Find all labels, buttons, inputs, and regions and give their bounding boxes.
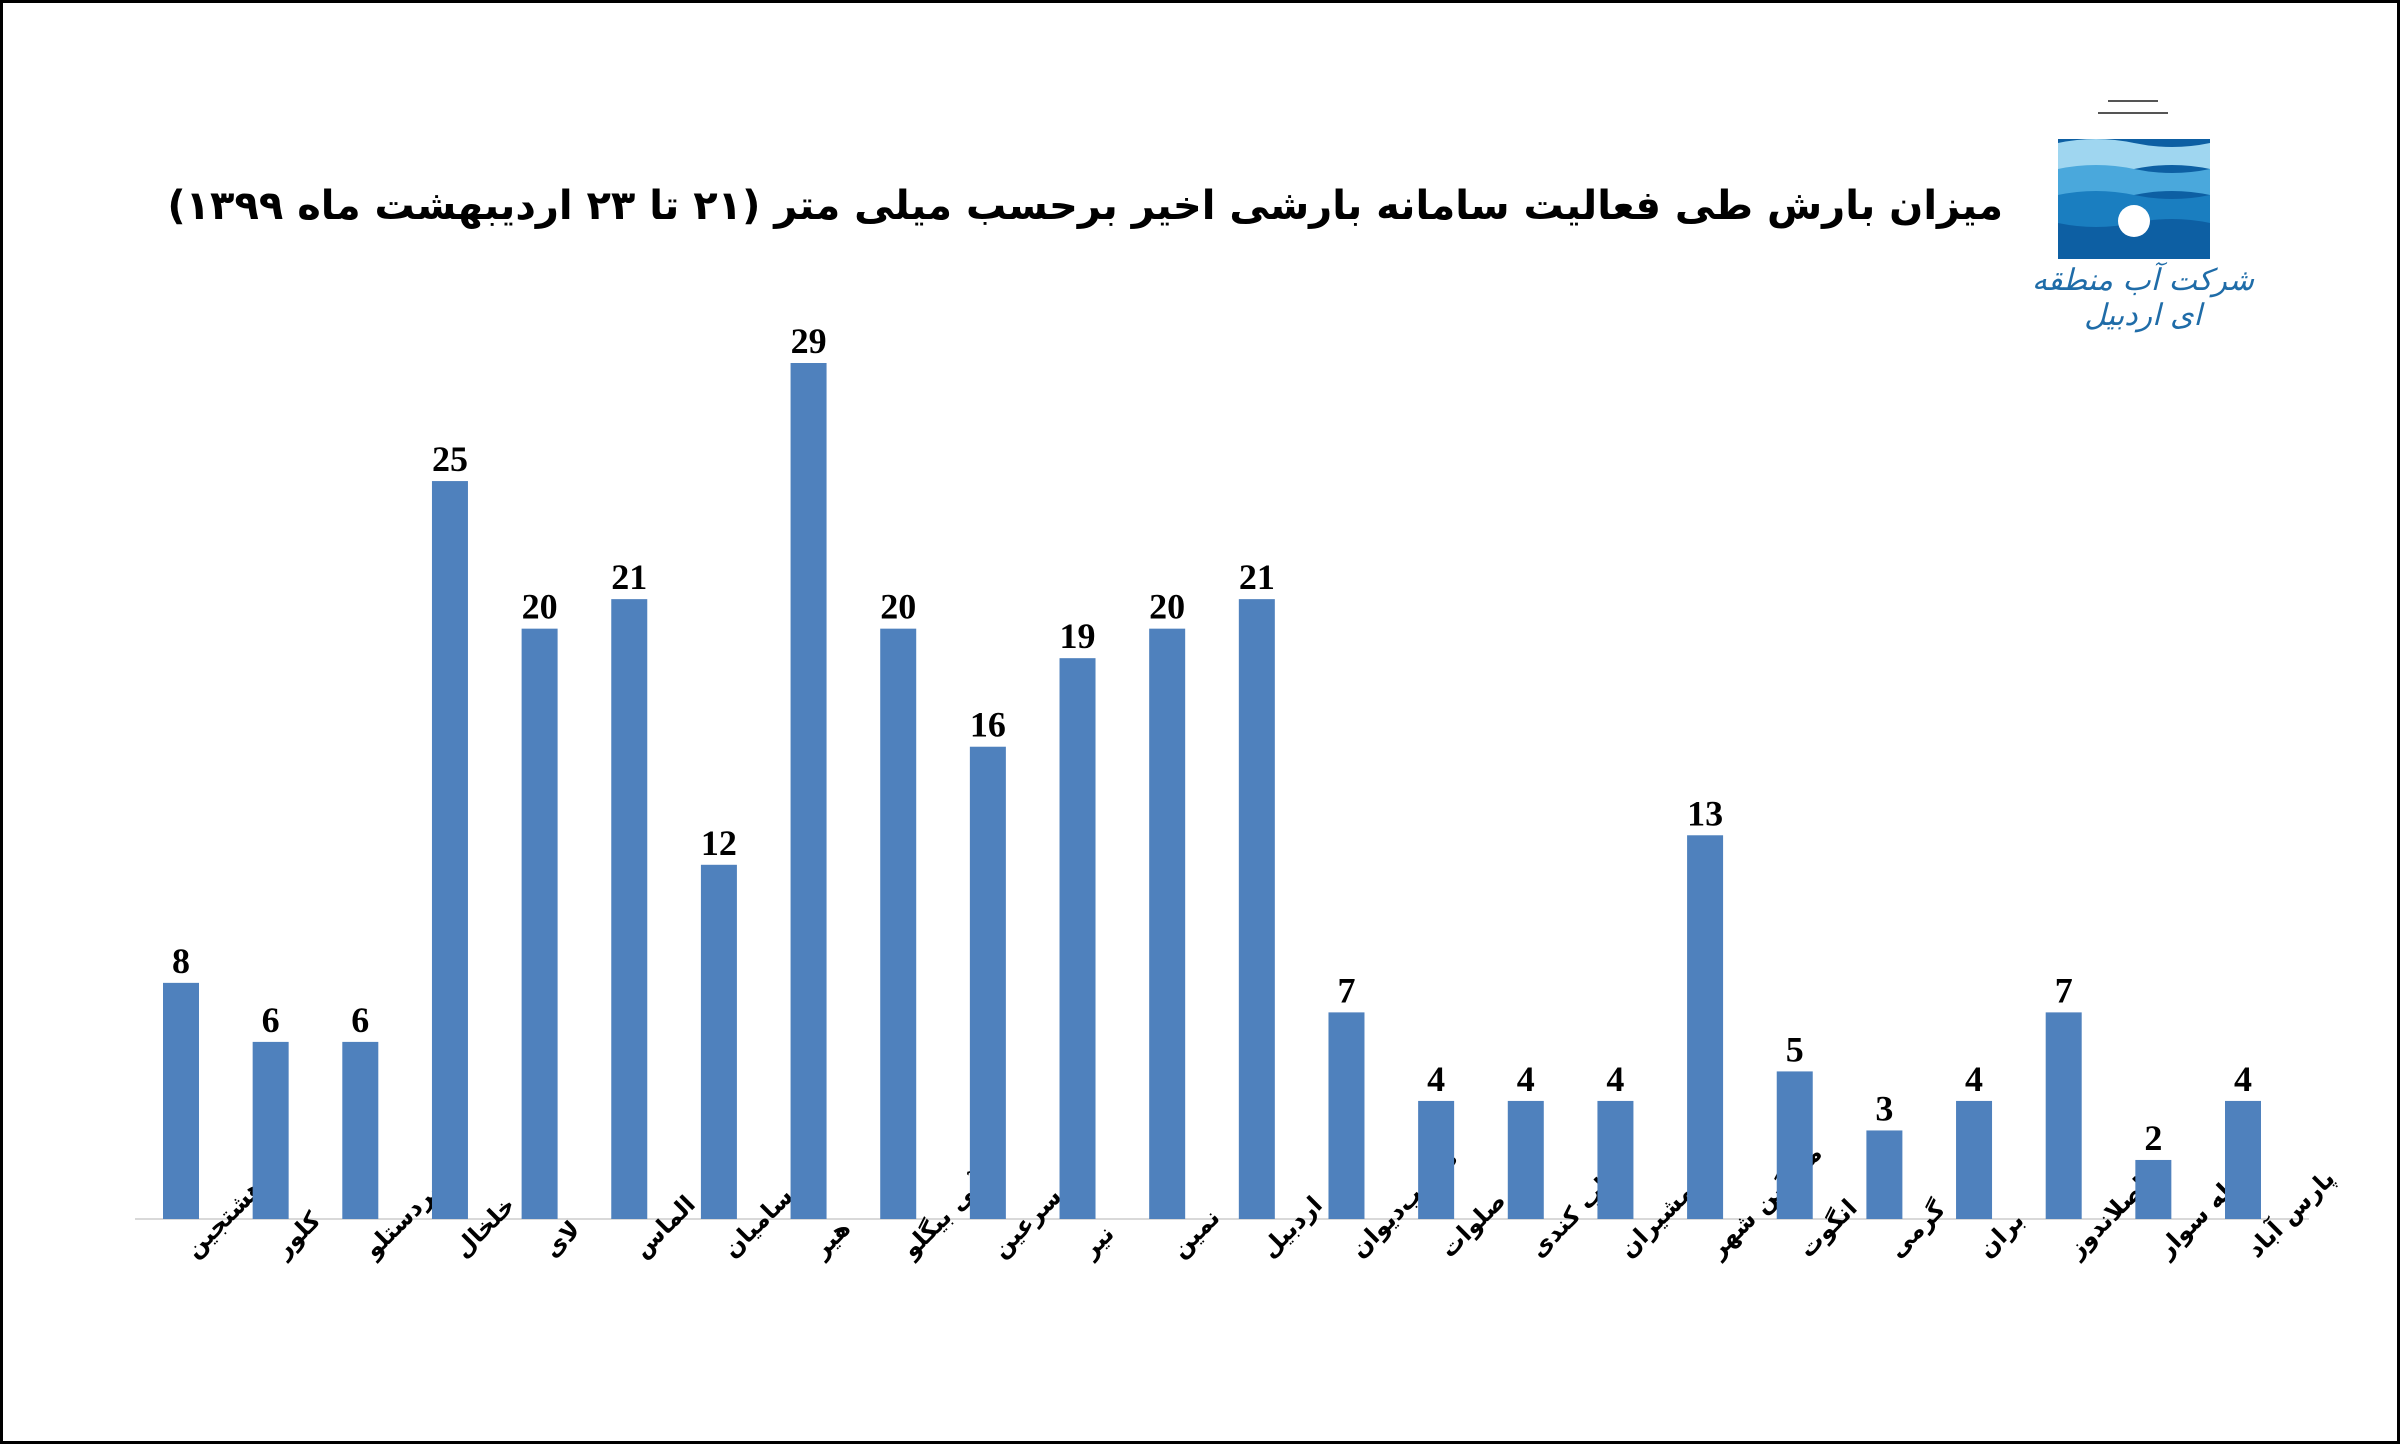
bar	[1418, 1100, 1455, 1219]
logo-wave-1	[2058, 139, 2210, 173]
bar	[431, 481, 468, 1219]
data-label: 16	[970, 705, 1006, 745]
data-label: 4	[2234, 1059, 2252, 1099]
logo-mark	[2058, 100, 2210, 259]
data-label: 7	[2055, 970, 2073, 1010]
data-label: 2	[2144, 1118, 2162, 1158]
bar	[611, 599, 648, 1219]
data-label: 19	[1060, 616, 1096, 656]
data-label: 6	[262, 1000, 280, 1040]
data-label: 21	[611, 557, 647, 597]
bar	[342, 1041, 379, 1219]
bar	[790, 363, 827, 1219]
data-label: 6	[351, 1000, 369, 1040]
data-label: 8	[172, 941, 190, 981]
data-label: 20	[522, 587, 558, 627]
bar-chart: 8هشتجین6کلور6پردستلو25خلخال20لای21الماس1…	[135, 321, 2340, 1264]
bar	[2225, 1100, 2261, 1219]
company-logo: شرکت آب منطقه ای اردبیل	[2013, 83, 2273, 333]
data-label: 4	[1517, 1059, 1535, 1099]
bar	[969, 746, 1006, 1219]
data-label: 29	[791, 321, 827, 361]
bar	[1597, 1100, 1634, 1219]
data-label: 3	[1875, 1088, 1893, 1128]
bar	[1238, 599, 1275, 1219]
logo-wave-2	[2058, 165, 2210, 199]
data-label: 5	[1786, 1029, 1804, 1069]
data-label: 13	[1687, 793, 1723, 833]
bar	[1776, 1071, 1813, 1219]
bar	[880, 628, 917, 1219]
category-label: هیر	[806, 1214, 856, 1264]
data-label: 4	[1606, 1059, 1624, 1099]
data-label: 7	[1337, 970, 1355, 1010]
data-label: 12	[701, 823, 737, 863]
data-label: 20	[880, 587, 916, 627]
data-label: 25	[432, 439, 468, 479]
data-label: 4	[1965, 1059, 1983, 1099]
bar	[2045, 1012, 2082, 1219]
logo-circle	[2118, 205, 2150, 237]
data-label: 21	[1239, 557, 1275, 597]
chart-title: میزان بارش طی فعالیت سامانه بارشی اخیر ب…	[167, 183, 2003, 229]
bar	[700, 864, 737, 1219]
category-label: لای	[538, 1215, 586, 1263]
logo-company-name: شرکت آب منطقه ای اردبیل	[2031, 263, 2255, 333]
bar	[1687, 835, 1724, 1219]
bar	[1059, 658, 1096, 1219]
category-label: نیر	[1075, 1220, 1119, 1264]
data-label: 4	[1427, 1059, 1445, 1099]
bar	[1149, 628, 1186, 1219]
bar	[1507, 1100, 1544, 1219]
bar	[163, 982, 199, 1219]
bar	[1866, 1130, 1903, 1219]
bar	[2135, 1159, 2172, 1219]
bar	[1328, 1012, 1365, 1219]
bar	[1956, 1100, 1993, 1219]
bar	[521, 628, 558, 1219]
bar	[252, 1041, 289, 1219]
data-label: 20	[1149, 587, 1185, 627]
